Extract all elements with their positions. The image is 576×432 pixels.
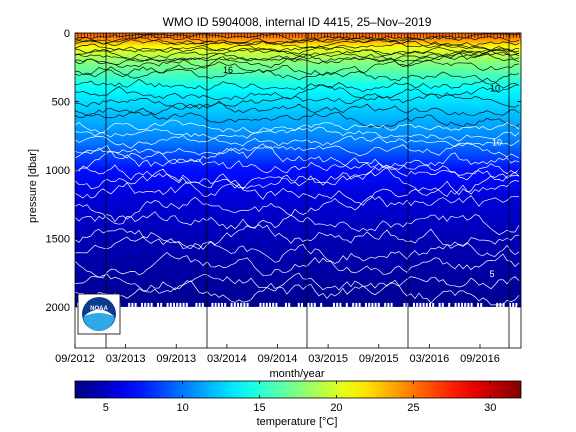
isotherm-line bbox=[74, 224, 520, 250]
isotherm-line bbox=[74, 48, 520, 69]
x-tick-label: 09/2012 bbox=[55, 353, 95, 365]
isotherm-line bbox=[74, 126, 520, 142]
y-tick-label: 1000 bbox=[46, 165, 70, 177]
isotherm-line bbox=[74, 59, 520, 78]
x-tick-label: 03/2015 bbox=[308, 353, 348, 365]
isotherm-line bbox=[74, 37, 520, 50]
contour-label: 5 bbox=[489, 269, 494, 279]
x-axis: 09/2012 03/2013 09/2013 03/2014 09/2014 03/20… bbox=[55, 344, 500, 365]
contour-label: 10 bbox=[492, 138, 502, 148]
isotherm-line bbox=[74, 166, 520, 196]
y-axis-label: pressure [dbar] bbox=[27, 149, 39, 223]
colorbar-bar bbox=[74, 380, 522, 399]
isotherm-line bbox=[74, 134, 520, 149]
isotherm-line bbox=[74, 119, 520, 134]
temperature-field bbox=[75, 33, 521, 307]
isotherm-line bbox=[74, 236, 520, 264]
colorbar-tick-label: 25 bbox=[407, 402, 419, 414]
y-tick-label: 2000 bbox=[46, 302, 70, 314]
isotherm-line bbox=[74, 272, 520, 292]
noaa-logo: NOAA bbox=[77, 293, 121, 335]
isotherm-line bbox=[74, 111, 520, 128]
plot-frame bbox=[74, 32, 522, 349]
isotherm-line bbox=[74, 279, 520, 306]
contour-lines bbox=[74, 33, 520, 306]
x-tick-label: 03/2014 bbox=[207, 353, 247, 365]
colorbar-tick-label: 20 bbox=[330, 402, 342, 414]
colorbar-tick-label: 10 bbox=[177, 402, 189, 414]
isotherm-line bbox=[74, 51, 520, 65]
isotherm-line bbox=[74, 143, 520, 170]
isotherm-line bbox=[74, 93, 520, 110]
isotherm-line bbox=[74, 252, 520, 279]
isotherm-line bbox=[74, 102, 520, 117]
isotherm-line bbox=[74, 195, 520, 225]
y-axis: 0 500 1000 1500 2000 bbox=[46, 28, 521, 314]
y-tick-label: 1500 bbox=[46, 233, 70, 245]
x-axis-label: month/year bbox=[269, 368, 324, 380]
contour-label: 16 bbox=[223, 65, 233, 75]
colorbar-tick-label: 5 bbox=[103, 402, 109, 414]
colorbar-tick-label: 30 bbox=[484, 402, 496, 414]
x-tick-label: 03/2013 bbox=[106, 353, 146, 365]
x-tick-label: 09/2016 bbox=[460, 353, 500, 365]
isotherm-line bbox=[74, 49, 520, 60]
noaa-logo-text: NOAA bbox=[90, 306, 108, 312]
colorbar-label: temperature [°C] bbox=[257, 416, 338, 428]
isotherm-line bbox=[74, 33, 520, 43]
isotherm-line bbox=[74, 84, 520, 101]
isotherm-line bbox=[74, 164, 520, 189]
isotherm-line bbox=[74, 180, 520, 206]
plot-area: 16 10 10 5 bbox=[74, 32, 522, 349]
y-tick-label: 500 bbox=[52, 96, 70, 108]
chart-title: WMO ID 5904008, internal ID 4415, 25–Nov… bbox=[163, 15, 432, 29]
profile-markers bbox=[77, 33, 520, 309]
y-tick-label: 0 bbox=[64, 28, 70, 40]
x-tick-label: 09/2013 bbox=[156, 353, 196, 365]
x-tick-label: 03/2016 bbox=[409, 353, 449, 365]
isotherm-line bbox=[74, 150, 520, 176]
isotherm-line bbox=[74, 37, 520, 52]
isotherm-line bbox=[74, 211, 520, 236]
colorbar: 5 10 15 20 25 30 bbox=[74, 380, 522, 414]
x-tick-label: 09/2015 bbox=[359, 353, 399, 365]
isotherm-line bbox=[74, 77, 520, 93]
isotherm-line bbox=[74, 142, 520, 159]
contour-label: 10 bbox=[490, 83, 500, 93]
isotherm-line bbox=[74, 44, 520, 56]
colorbar-tick-label: 15 bbox=[253, 402, 265, 414]
isotherm-line bbox=[74, 39, 520, 55]
x-tick-label: 09/2014 bbox=[258, 353, 298, 365]
isotherm-line bbox=[74, 65, 520, 85]
